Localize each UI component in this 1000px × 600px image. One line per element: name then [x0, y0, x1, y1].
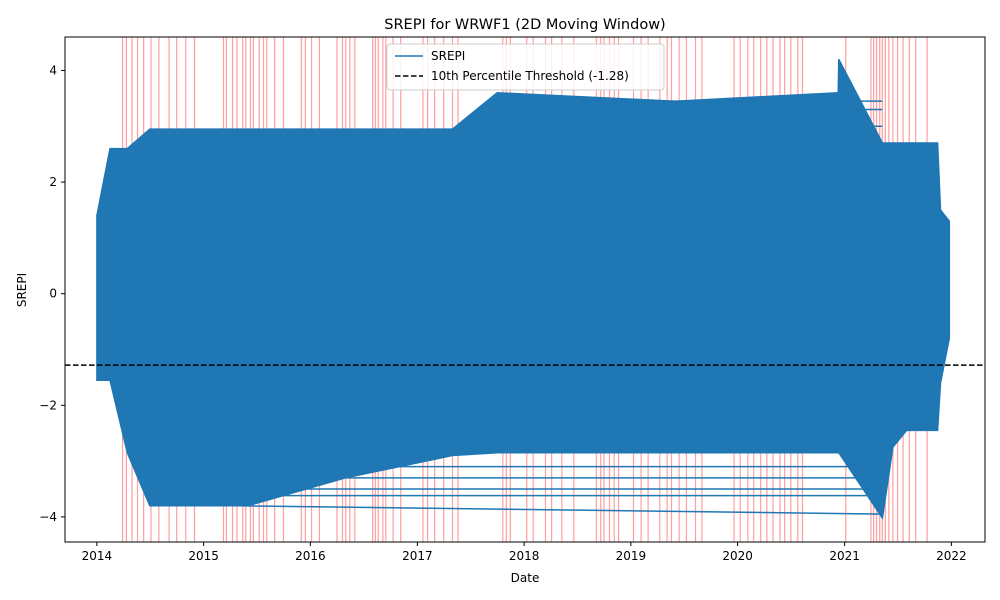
legend-label-threshold: 10th Percentile Threshold (-1.28) — [431, 69, 629, 83]
x-tick-label: 2017 — [402, 549, 433, 563]
y-tick-label: 2 — [49, 175, 57, 189]
x-tick-label: 2021 — [829, 549, 860, 563]
srepi-series-area — [96, 58, 951, 521]
y-tick-label: 4 — [49, 63, 57, 77]
x-tick-label: 2019 — [616, 549, 647, 563]
y-tick-label: −4 — [39, 510, 57, 524]
x-tick-label: 2020 — [722, 549, 753, 563]
x-tick-label: 2016 — [295, 549, 326, 563]
y-axis: −4 −2 0 2 4 — [39, 63, 65, 524]
y-tick-label: 0 — [49, 287, 57, 301]
x-tick-label: 2015 — [188, 549, 219, 563]
plot-series — [96, 58, 951, 521]
legend: SREPI 10th Percentile Threshold (-1.28) — [386, 43, 665, 91]
y-axis-label: SREPI — [15, 273, 29, 307]
x-tick-label: 2018 — [509, 549, 540, 563]
chart-title: SREPI for WRWF1 (2D Moving Window) — [384, 17, 665, 33]
x-axis: 2014 2015 2016 2017 2018 2019 2020 2021 2022 — [82, 542, 967, 563]
srepi-series-trace — [149, 503, 883, 515]
x-axis-label: Date — [511, 571, 540, 585]
x-tick-label: 2022 — [936, 549, 967, 563]
plot-frame — [64, 36, 986, 543]
x-tick-label: 2014 — [82, 549, 113, 563]
y-tick-label: −2 — [39, 398, 57, 412]
legend-label-srepi: SREPI — [431, 49, 465, 63]
legend-box — [386, 43, 665, 91]
